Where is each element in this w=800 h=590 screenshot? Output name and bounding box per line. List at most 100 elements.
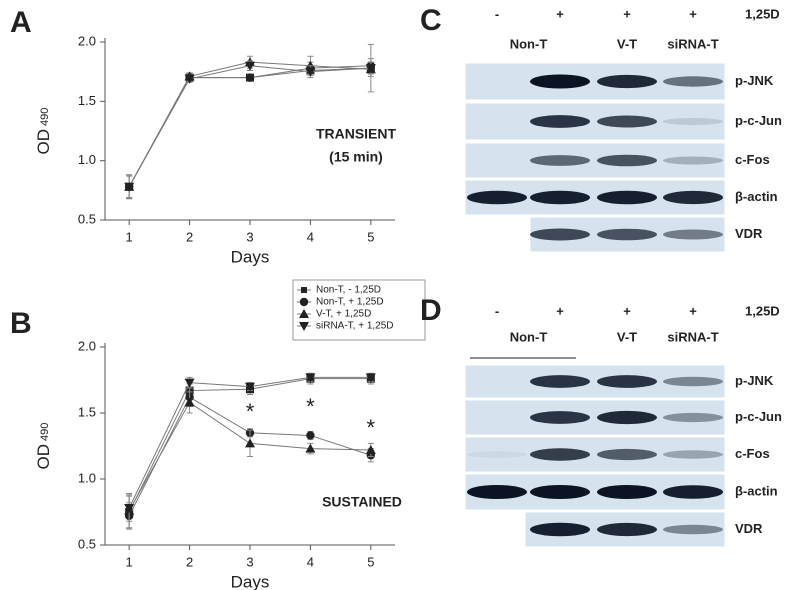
group-label: siRNA-T: [667, 36, 718, 51]
x-axis-title: Days: [231, 572, 270, 590]
blot-band: [467, 190, 527, 205]
blot-band: [663, 376, 723, 387]
blot-band: [530, 375, 590, 388]
group-label: Non-T: [510, 36, 548, 51]
blot-band: [597, 410, 657, 425]
x-tick-label: 5: [367, 554, 374, 569]
blot-band: [467, 485, 527, 499]
blot-band: [597, 154, 657, 167]
x-tick-label: 4: [307, 554, 314, 569]
treatment-sign: +: [623, 303, 631, 318]
treatment-sign: -: [495, 303, 499, 318]
x-tick-label: 3: [246, 229, 253, 244]
marker: [305, 373, 316, 383]
treatment-sign: +: [623, 6, 631, 21]
blot-band: [663, 412, 723, 423]
treatment-label: 1,25D: [745, 6, 780, 21]
treatment-sign: +: [556, 6, 564, 21]
group-label: V-T: [617, 36, 637, 51]
blot-band: [530, 115, 590, 128]
y-axis-title-main: OD: [34, 444, 53, 470]
significance: *: [367, 415, 376, 440]
x-tick-label: 1: [126, 554, 133, 569]
legend-label: Non-T, + 1,25D: [316, 297, 384, 308]
y-axis-title: OD 490: [34, 423, 53, 470]
y-tick-label: 0.5: [78, 211, 96, 226]
blot-strip: [464, 364, 726, 399]
x-tick-label: 4: [307, 229, 314, 244]
legend-marker: [301, 287, 307, 293]
blot-band: [663, 229, 723, 240]
blot-band: [530, 485, 590, 499]
panel-letter: D: [420, 294, 442, 327]
annotation: (15 min): [329, 149, 383, 165]
y-tick-label: 2.0: [78, 338, 96, 353]
y-axis-title: OD 490: [34, 108, 53, 155]
blot-band: [467, 451, 527, 458]
blot-band: [530, 155, 590, 166]
row-label: p-JNK: [735, 73, 774, 88]
legend-box: [292, 279, 426, 341]
marker: [245, 382, 255, 392]
blot-band: [597, 115, 657, 128]
marker: [365, 373, 376, 383]
annotation: TRANSIENT: [316, 126, 397, 142]
blot-band: [597, 74, 657, 89]
y-tick-label: 0.5: [78, 536, 96, 551]
x-tick-label: 5: [367, 229, 374, 244]
treatment-sign: +: [689, 6, 697, 21]
blot-band: [663, 450, 723, 459]
marker: [306, 431, 315, 440]
significance: *: [246, 399, 255, 424]
blot-band: [530, 74, 590, 89]
y-axis-title-sub: 490: [39, 423, 51, 441]
marker: [365, 64, 376, 74]
legend-marker: [299, 297, 309, 307]
row-label: c-Fos: [735, 152, 770, 167]
blot-band: [663, 156, 723, 165]
legend-marker: [299, 322, 309, 331]
y-tick-label: 1.0: [78, 470, 96, 485]
panel-letter: B: [10, 307, 32, 340]
y-tick-label: 1.5: [78, 93, 96, 108]
legend-label: Non-T, - 1,25D: [316, 285, 381, 296]
blot-band: [530, 411, 590, 424]
y-tick-label: 1.0: [78, 152, 96, 167]
legend-label: siRNA-T, + 1,25D: [316, 321, 394, 332]
blot-band: [663, 485, 723, 499]
blot-band: [597, 485, 657, 499]
blot-band: [663, 190, 723, 205]
group-label: Non-T: [510, 329, 548, 344]
treatment-sign: +: [689, 303, 697, 318]
marker: [184, 74, 195, 84]
panel-letter: A: [10, 6, 32, 39]
blot-band: [597, 448, 657, 461]
panel-letter: C: [420, 4, 442, 37]
marker: [365, 444, 376, 454]
y-tick-label: 2.0: [78, 33, 96, 48]
marker: [184, 378, 195, 388]
row-label: β-actin: [735, 189, 778, 204]
treatment-label: 1,25D: [745, 303, 780, 318]
blot-strip: [464, 102, 726, 141]
annotation: SUSTAINED: [322, 494, 402, 510]
blot-band: [530, 522, 590, 537]
x-tick-label: 2: [186, 554, 193, 569]
legend-marker: [299, 309, 309, 318]
blot-strip: [464, 142, 726, 179]
marker: [245, 73, 255, 82]
marker: [124, 182, 135, 192]
row-label: p-c-Jun: [735, 409, 782, 424]
x-tick-label: 1: [126, 229, 133, 244]
blot-band: [597, 228, 657, 241]
group-label: V-T: [617, 329, 637, 344]
blot-band: [530, 228, 590, 241]
row-label: p-c-Jun: [735, 113, 782, 128]
significance: *: [306, 394, 315, 419]
blot-band: [597, 190, 657, 205]
marker: [305, 443, 316, 453]
marker: [124, 504, 135, 514]
row-label: VDR: [735, 226, 763, 241]
marker: [245, 438, 255, 448]
